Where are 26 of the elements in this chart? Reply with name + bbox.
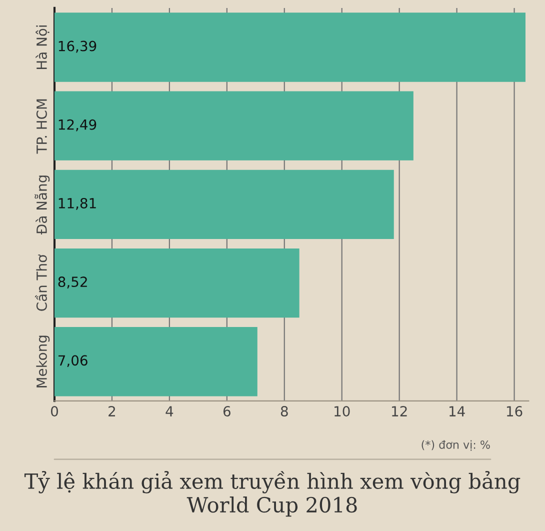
x-tick-label: 6 [223, 406, 230, 417]
y-tick-label: TP. HCM [36, 99, 47, 154]
x-tick-label: 8 [280, 406, 288, 417]
bar [54, 170, 394, 240]
data-label: 12,49 [58, 119, 96, 132]
bar [54, 91, 414, 160]
data-label: 11,81 [58, 198, 96, 210]
x-tick-label: 16 [506, 406, 522, 417]
bar [54, 327, 258, 396]
text: Tỷ lệ khán giả xem truyền hình xem vòng bảng World Cup 2018 [24, 470, 520, 517]
bar [54, 248, 300, 318]
x-tick-label: 0 [50, 406, 58, 417]
bar [54, 12, 526, 82]
data-label: 7,06 [58, 355, 88, 368]
y-tick-label: Hà Nội [36, 26, 50, 69]
data-label: 16,39 [58, 40, 96, 53]
y-tick-label: Đà Nẵng [34, 176, 50, 234]
data-label: 8,52 [58, 276, 87, 288]
text: (*) đơn vị: % [422, 440, 490, 451]
x-tick-label: 10 [334, 406, 350, 417]
x-tick-label: 12 [392, 406, 407, 416]
y-tick-label: Mekong [36, 336, 50, 388]
y-tick-label: Cần Thơ [35, 254, 47, 311]
x-tick-label: 4 [166, 406, 174, 416]
x-tick-label: 14 [450, 406, 465, 416]
x-tick-label: 2 [108, 406, 115, 416]
